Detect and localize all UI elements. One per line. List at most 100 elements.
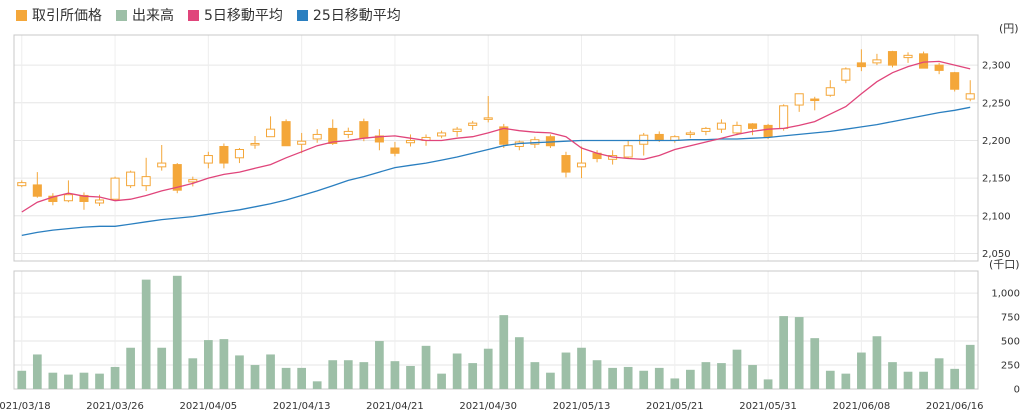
- volume-bar[interactable]: [857, 352, 866, 389]
- candle[interactable]: [810, 96, 820, 111]
- volume-bar[interactable]: [95, 373, 104, 389]
- volume-bar[interactable]: [670, 378, 680, 389]
- candle[interactable]: [405, 134, 416, 147]
- candle[interactable]: [297, 132, 307, 154]
- volume-bar[interactable]: [779, 316, 788, 389]
- volume-bar[interactable]: [64, 374, 73, 389]
- volume-bar[interactable]: [79, 372, 89, 389]
- candle[interactable]: [639, 132, 649, 156]
- volume-bar[interactable]: [17, 370, 27, 389]
- legend-item-ma25[interactable]: 25日移動平均: [296, 5, 401, 25]
- candle[interactable]: [172, 163, 182, 194]
- volume-bar[interactable]: [732, 349, 742, 389]
- volume-bar[interactable]: [701, 362, 711, 389]
- volume-bar[interactable]: [919, 371, 928, 389]
- candle[interactable]: [965, 80, 975, 102]
- volume-bar[interactable]: [546, 372, 555, 389]
- candle[interactable]: [499, 123, 509, 148]
- candle[interactable]: [468, 120, 478, 130]
- volume-bar[interactable]: [172, 275, 182, 389]
- candle[interactable]: [203, 151, 213, 169]
- volume-bar[interactable]: [468, 363, 478, 389]
- candle[interactable]: [950, 71, 960, 92]
- volume-bar[interactable]: [965, 344, 975, 389]
- candle[interactable]: [748, 123, 758, 136]
- volume-bar[interactable]: [421, 345, 431, 389]
- candle[interactable]: [856, 49, 866, 72]
- volume-bar[interactable]: [903, 371, 913, 389]
- volume-bar[interactable]: [623, 366, 633, 389]
- volume-bar[interactable]: [188, 358, 198, 389]
- volume-bar[interactable]: [312, 381, 322, 389]
- volume-bar[interactable]: [204, 340, 213, 389]
- candle[interactable]: [732, 121, 742, 136]
- candle[interactable]: [390, 141, 400, 157]
- volume-bar[interactable]: [328, 360, 338, 389]
- legend-item-volume[interactable]: 出来高: [116, 5, 174, 25]
- legend-item-ma5[interactable]: 5日移動平均: [188, 5, 283, 25]
- volume-bar[interactable]: [592, 360, 602, 389]
- candle[interactable]: [825, 80, 835, 97]
- volume-bar[interactable]: [483, 348, 493, 389]
- volume-bar[interactable]: [888, 362, 897, 389]
- volume-bar[interactable]: [219, 339, 229, 389]
- candle[interactable]: [234, 148, 244, 164]
- candle[interactable]: [266, 116, 276, 138]
- volume-bar[interactable]: [934, 358, 944, 389]
- candle[interactable]: [79, 192, 89, 210]
- candle[interactable]: [188, 176, 198, 187]
- candle[interactable]: [872, 53, 882, 66]
- volume-bar[interactable]: [110, 366, 120, 389]
- candle[interactable]: [281, 119, 291, 147]
- volume-bar[interactable]: [530, 362, 540, 389]
- candle[interactable]: [670, 135, 680, 143]
- candle[interactable]: [48, 193, 58, 206]
- candle[interactable]: [919, 51, 929, 69]
- candle[interactable]: [126, 170, 136, 188]
- volume-bar[interactable]: [686, 369, 695, 389]
- legend-item-price[interactable]: 取引所価格: [16, 5, 102, 25]
- volume-bar[interactable]: [250, 365, 260, 389]
- candle[interactable]: [374, 129, 384, 151]
- volume-bar[interactable]: [32, 354, 42, 389]
- volume-bar[interactable]: [359, 362, 369, 389]
- candle[interactable]: [685, 130, 695, 139]
- volume-bar[interactable]: [499, 315, 509, 389]
- candle[interactable]: [887, 50, 898, 68]
- candle[interactable]: [514, 140, 524, 151]
- volume-bar[interactable]: [157, 347, 167, 389]
- volume-bar[interactable]: [343, 360, 353, 389]
- volume-bar[interactable]: [763, 379, 773, 389]
- candle[interactable]: [32, 172, 42, 198]
- volume-bar[interactable]: [639, 370, 649, 389]
- candle[interactable]: [250, 135, 260, 149]
- candle[interactable]: [763, 123, 773, 139]
- volume-bar[interactable]: [748, 365, 757, 389]
- volume-bar[interactable]: [390, 361, 400, 389]
- candle[interactable]: [779, 104, 789, 131]
- candle[interactable]: [141, 157, 151, 191]
- volume-bar[interactable]: [452, 353, 462, 389]
- volume-bar[interactable]: [794, 317, 804, 389]
- candle[interactable]: [63, 180, 73, 203]
- candle[interactable]: [701, 126, 711, 136]
- candle[interactable]: [716, 119, 726, 133]
- volume-bar[interactable]: [654, 367, 664, 389]
- candle[interactable]: [343, 127, 353, 139]
- candle[interactable]: [934, 62, 944, 75]
- volume-bar[interactable]: [266, 354, 275, 389]
- candle[interactable]: [157, 144, 167, 171]
- volume-bar[interactable]: [48, 372, 58, 389]
- volume-bar[interactable]: [375, 341, 384, 389]
- candle[interactable]: [17, 180, 27, 188]
- candle[interactable]: [110, 176, 120, 200]
- volume-bar[interactable]: [235, 355, 244, 389]
- volume-bar[interactable]: [841, 373, 851, 389]
- volume-bar[interactable]: [561, 352, 571, 389]
- candle[interactable]: [312, 129, 322, 143]
- volume-bar[interactable]: [406, 365, 415, 389]
- candle[interactable]: [219, 143, 229, 169]
- volume-bar[interactable]: [141, 279, 151, 389]
- volume-bar[interactable]: [577, 347, 586, 389]
- candle[interactable]: [437, 130, 447, 139]
